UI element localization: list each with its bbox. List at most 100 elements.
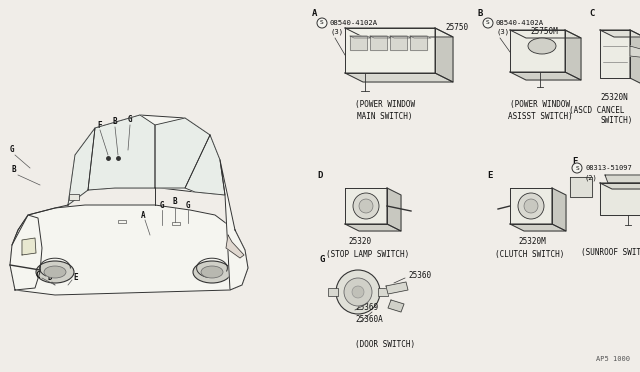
Polygon shape bbox=[600, 183, 640, 189]
Text: (ASCD CANCEL: (ASCD CANCEL bbox=[569, 106, 625, 115]
Polygon shape bbox=[370, 36, 387, 50]
Circle shape bbox=[572, 163, 582, 173]
Polygon shape bbox=[510, 72, 581, 80]
Text: S: S bbox=[486, 20, 490, 26]
Text: (POWER WINDOW: (POWER WINDOW bbox=[355, 100, 415, 109]
Text: (2): (2) bbox=[585, 175, 598, 181]
Text: G: G bbox=[10, 145, 14, 154]
Polygon shape bbox=[390, 36, 407, 50]
Text: 25360: 25360 bbox=[408, 270, 431, 279]
Text: B: B bbox=[173, 198, 177, 206]
Polygon shape bbox=[345, 28, 435, 73]
Text: 08540-4102A: 08540-4102A bbox=[330, 20, 378, 26]
Text: D: D bbox=[317, 170, 323, 180]
FancyBboxPatch shape bbox=[328, 288, 338, 296]
Text: B: B bbox=[12, 166, 16, 174]
Text: (SUNROOF SWITCH): (SUNROOF SWITCH) bbox=[581, 247, 640, 257]
Text: 25750: 25750 bbox=[445, 23, 468, 32]
Ellipse shape bbox=[528, 38, 556, 54]
Polygon shape bbox=[226, 235, 244, 258]
Polygon shape bbox=[552, 188, 566, 231]
Text: (DOOR SWITCH): (DOOR SWITCH) bbox=[355, 340, 415, 350]
Ellipse shape bbox=[36, 261, 74, 283]
FancyBboxPatch shape bbox=[172, 222, 180, 225]
Polygon shape bbox=[600, 30, 640, 37]
Text: C: C bbox=[36, 270, 40, 279]
Polygon shape bbox=[220, 160, 248, 290]
Circle shape bbox=[317, 18, 327, 28]
Text: SWITCH): SWITCH) bbox=[601, 116, 633, 125]
Text: 08313-51097: 08313-51097 bbox=[585, 165, 632, 171]
Polygon shape bbox=[345, 28, 453, 37]
Text: C: C bbox=[589, 10, 595, 19]
Text: B: B bbox=[113, 118, 117, 126]
Circle shape bbox=[336, 270, 380, 314]
Polygon shape bbox=[630, 46, 640, 58]
Text: A: A bbox=[141, 211, 145, 219]
Polygon shape bbox=[10, 205, 248, 295]
Text: D: D bbox=[48, 273, 52, 282]
Polygon shape bbox=[386, 282, 408, 294]
Text: 25320N: 25320N bbox=[600, 93, 628, 103]
Polygon shape bbox=[410, 36, 427, 50]
Polygon shape bbox=[410, 36, 431, 38]
Text: S: S bbox=[320, 20, 324, 26]
Polygon shape bbox=[350, 36, 371, 38]
Text: 25320: 25320 bbox=[348, 237, 372, 247]
Text: F: F bbox=[98, 121, 102, 129]
Polygon shape bbox=[22, 238, 36, 255]
Polygon shape bbox=[350, 36, 367, 50]
Circle shape bbox=[344, 278, 372, 306]
Polygon shape bbox=[435, 28, 453, 82]
Polygon shape bbox=[88, 115, 155, 190]
Polygon shape bbox=[570, 177, 592, 197]
Text: (CLUTCH SWITCH): (CLUTCH SWITCH) bbox=[495, 250, 564, 260]
Polygon shape bbox=[630, 30, 640, 85]
Polygon shape bbox=[510, 188, 552, 224]
Polygon shape bbox=[345, 73, 453, 82]
Polygon shape bbox=[565, 30, 581, 80]
Polygon shape bbox=[600, 183, 640, 215]
Circle shape bbox=[483, 18, 493, 28]
Ellipse shape bbox=[201, 266, 223, 278]
Text: (3): (3) bbox=[496, 29, 509, 35]
Text: 08540-4102A: 08540-4102A bbox=[496, 20, 544, 26]
Text: F: F bbox=[572, 157, 578, 167]
Circle shape bbox=[524, 199, 538, 213]
Text: (3): (3) bbox=[330, 29, 343, 35]
Text: E: E bbox=[74, 273, 78, 282]
Text: B: B bbox=[477, 10, 483, 19]
Polygon shape bbox=[68, 128, 95, 205]
Polygon shape bbox=[185, 135, 225, 195]
Text: 25320M: 25320M bbox=[518, 237, 546, 247]
Text: 25369: 25369 bbox=[355, 304, 378, 312]
Text: 25360A: 25360A bbox=[355, 315, 383, 324]
Text: G: G bbox=[160, 201, 164, 209]
Text: A: A bbox=[312, 10, 317, 19]
Ellipse shape bbox=[193, 261, 231, 283]
Ellipse shape bbox=[44, 266, 66, 278]
Circle shape bbox=[352, 286, 364, 298]
Polygon shape bbox=[510, 30, 565, 72]
Polygon shape bbox=[510, 224, 566, 231]
Circle shape bbox=[518, 193, 544, 219]
Text: E: E bbox=[487, 170, 493, 180]
Text: S: S bbox=[575, 166, 579, 170]
Circle shape bbox=[359, 199, 373, 213]
Circle shape bbox=[353, 193, 379, 219]
FancyBboxPatch shape bbox=[69, 194, 79, 200]
Text: (POWER WINDOW: (POWER WINDOW bbox=[510, 100, 570, 109]
Text: G: G bbox=[186, 201, 190, 209]
Text: 25750M: 25750M bbox=[530, 28, 557, 36]
Polygon shape bbox=[370, 36, 391, 38]
Polygon shape bbox=[510, 30, 581, 38]
Polygon shape bbox=[605, 175, 640, 183]
FancyBboxPatch shape bbox=[378, 288, 388, 296]
Polygon shape bbox=[345, 224, 401, 231]
Polygon shape bbox=[10, 215, 42, 290]
Text: G: G bbox=[319, 256, 324, 264]
Polygon shape bbox=[155, 118, 210, 188]
Text: ASISST SWITCH): ASISST SWITCH) bbox=[508, 112, 572, 121]
Polygon shape bbox=[68, 115, 225, 205]
Polygon shape bbox=[388, 300, 404, 312]
